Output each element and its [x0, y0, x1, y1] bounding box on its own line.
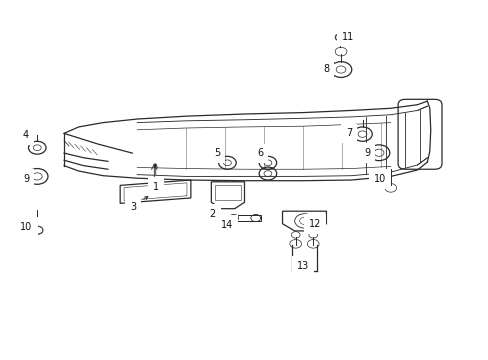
Text: 10: 10: [20, 222, 33, 232]
Text: 7: 7: [346, 129, 352, 138]
Text: 14: 14: [221, 220, 233, 230]
Text: 11: 11: [341, 32, 353, 41]
Text: 2: 2: [209, 206, 221, 219]
Text: 13: 13: [296, 261, 308, 271]
Text: 8: 8: [323, 64, 329, 74]
Text: 1: 1: [152, 164, 159, 192]
Text: 3: 3: [130, 197, 148, 212]
Text: 5: 5: [214, 148, 220, 158]
Text: 9: 9: [23, 174, 30, 184]
Text: 10: 10: [373, 174, 386, 184]
Text: 9: 9: [364, 148, 370, 158]
Text: 6: 6: [257, 148, 263, 158]
Text: 4: 4: [23, 130, 29, 140]
Text: 12: 12: [308, 219, 321, 229]
